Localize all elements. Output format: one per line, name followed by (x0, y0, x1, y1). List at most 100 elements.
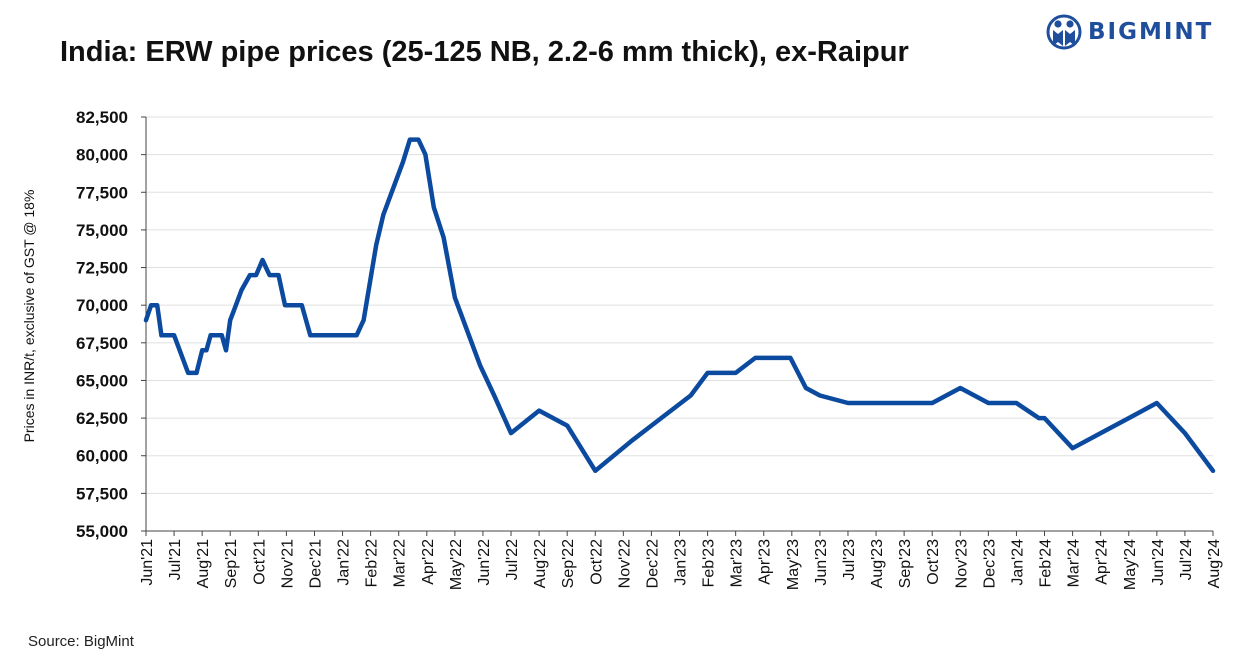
x-tick-label: Sep'21 (223, 539, 240, 588)
y-tick-label: 55,000 (76, 522, 128, 541)
x-tick-label: May'23 (785, 539, 802, 590)
source-note: Source: BigMint (28, 633, 134, 650)
data-point (493, 395, 495, 397)
logo-text: BIGMINT (1088, 19, 1214, 45)
data-point (789, 357, 791, 359)
x-tick-label: Feb'24 (1038, 539, 1055, 588)
y-tick-label: 62,500 (76, 409, 128, 428)
data-point (332, 334, 334, 336)
data-point (356, 334, 358, 336)
data-point (903, 402, 905, 404)
x-tick-label: Jun'21 (139, 539, 156, 586)
x-tick-label: Oct'21 (251, 539, 268, 585)
data-point (433, 206, 435, 208)
x-tick-label: Sep'23 (897, 539, 914, 588)
y-tick-label: 70,000 (76, 296, 128, 315)
x-tick-label: Jul'22 (504, 539, 521, 580)
data-point (959, 387, 961, 389)
data-point (1038, 417, 1040, 419)
x-tick-label: May'22 (448, 539, 465, 590)
data-point (382, 214, 384, 216)
x-tick-label: Aug'24 (1206, 539, 1223, 588)
y-tick-label: 67,500 (76, 334, 128, 353)
data-point (173, 334, 175, 336)
y-tick-label: 80,000 (76, 146, 128, 165)
data-point (409, 139, 411, 141)
x-tick-label: Dec'22 (644, 539, 661, 588)
data-point (278, 274, 280, 276)
x-tick-label: Nov'21 (279, 539, 296, 588)
x-tick-label: Oct'23 (925, 539, 942, 585)
data-point (417, 139, 419, 141)
data-point (150, 304, 152, 306)
data-point (631, 440, 633, 442)
data-point (479, 364, 481, 366)
data-point (288, 304, 290, 306)
y-tick-label: 57,500 (76, 484, 128, 503)
data-point (309, 334, 311, 336)
data-point (363, 319, 365, 321)
x-tick-label: May'24 (1122, 539, 1139, 590)
chart-title: India: ERW pipe prices (25-125 NB, 2.2-6… (60, 36, 909, 68)
data-point (292, 304, 294, 306)
data-point (718, 372, 720, 374)
x-tick-label: Apr'22 (420, 539, 437, 585)
data-point (145, 319, 147, 321)
data-point (255, 274, 257, 276)
data-point (771, 357, 773, 359)
x-tick-label: Jun'24 (1150, 539, 1167, 586)
bigmint-logo-icon (1046, 14, 1082, 50)
y-tick-label: 75,000 (76, 221, 128, 240)
x-tick-label: Jul'23 (841, 539, 858, 580)
data-point (538, 410, 540, 412)
data-point (196, 372, 198, 374)
data-point (987, 402, 989, 404)
data-point (210, 334, 212, 336)
y-tick-label: 60,000 (76, 447, 128, 466)
x-tick-label: Feb'22 (364, 539, 381, 588)
x-tick-label: Jan'23 (673, 539, 690, 586)
data-point (735, 372, 737, 374)
x-tick-label: Nov'23 (953, 539, 970, 588)
data-point (319, 334, 321, 336)
data-point (215, 334, 217, 336)
x-tick-label: Jan'22 (336, 539, 353, 586)
y-tick-label: 72,500 (76, 259, 128, 278)
x-tick-label: Mar'23 (729, 539, 746, 588)
data-point (1044, 417, 1046, 419)
y-axis-label: Prices in INR/t, exclusive of GST @ 18% (21, 190, 37, 443)
data-point (707, 372, 709, 374)
data-point (301, 304, 303, 306)
data-point (1156, 402, 1158, 404)
data-point (1015, 402, 1017, 404)
data-point (754, 357, 756, 359)
y-tick-label: 77,500 (76, 183, 128, 202)
data-point (594, 470, 596, 472)
y-axis-ticks: 55,000 57,500 60,000 62,500 65,000 67,500 70,0… (76, 108, 146, 541)
x-tick-label: Aug'22 (532, 539, 549, 588)
data-point (424, 154, 426, 156)
brand-logo: BIGMINT (1046, 10, 1213, 54)
data-point (931, 402, 933, 404)
x-tick-label: Nov'22 (616, 539, 633, 588)
data-point (402, 161, 404, 163)
x-tick-label: Feb'23 (701, 539, 718, 588)
x-tick-label: Jul'24 (1178, 539, 1195, 580)
data-point (566, 425, 568, 427)
gridlines (146, 116, 1213, 494)
x-axis-ticks: Jun'21 Jul'21 Aug'21 Sep'21 Oct'21 Nov'21 Dec'… (139, 531, 1223, 590)
x-tick-label: Jun'23 (813, 539, 830, 586)
data-point (1072, 447, 1074, 449)
data-point (187, 372, 189, 374)
data-point (249, 274, 251, 276)
data-point (847, 402, 849, 404)
data-point (393, 184, 395, 186)
x-tick-label: Mar'24 (1066, 539, 1083, 588)
x-tick-label: Aug'21 (195, 539, 212, 588)
data-point (1128, 417, 1130, 419)
x-tick-label: Apr'24 (1094, 539, 1111, 585)
x-tick-label: Jan'24 (1009, 539, 1026, 586)
data-point (468, 334, 470, 336)
x-tick-label: Sep'22 (560, 539, 577, 588)
data-point (262, 259, 264, 261)
